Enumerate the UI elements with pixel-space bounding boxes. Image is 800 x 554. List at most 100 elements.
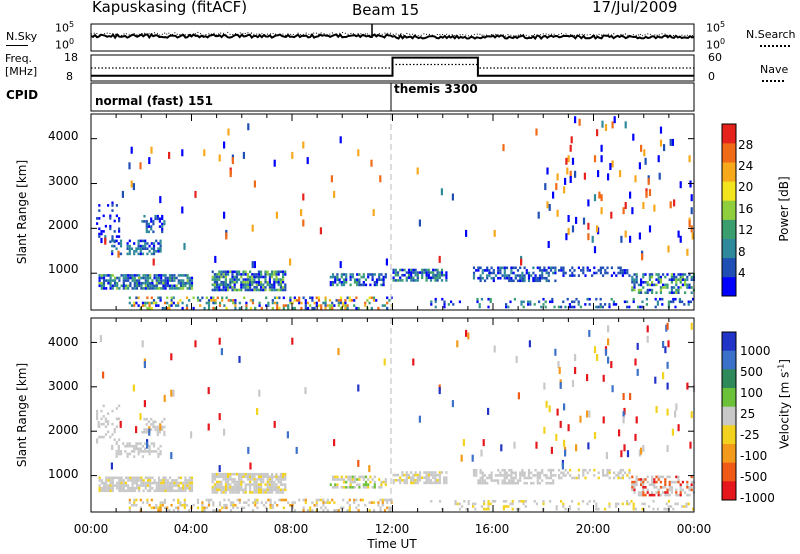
power-cell	[382, 278, 385, 281]
velocity-cell	[524, 505, 527, 508]
power-cell	[497, 269, 500, 272]
velocity-cell	[262, 503, 266, 507]
power-cell	[633, 286, 636, 289]
velocity-cell	[497, 474, 500, 477]
power-cell	[151, 284, 154, 288]
power-cell	[587, 233, 590, 241]
power-cell	[124, 287, 128, 290]
power-cell	[315, 296, 318, 300]
velocity-cell	[98, 479, 101, 482]
power-cell	[213, 275, 216, 279]
velocity-cell	[510, 474, 513, 477]
velocity-cell	[160, 481, 163, 485]
power-cell	[149, 287, 152, 290]
velocity-cell	[223, 498, 226, 502]
velocity-cell	[273, 480, 276, 484]
velocity-cell	[628, 476, 631, 480]
power-cell	[567, 155, 570, 163]
xaxis-label: Time UT	[367, 537, 417, 551]
velocity-cell	[255, 472, 258, 476]
power-cell	[432, 271, 435, 274]
velocity-cell	[458, 502, 461, 506]
velocity-cell	[171, 479, 174, 482]
power-cell	[251, 261, 254, 269]
velocity-cell	[153, 481, 156, 485]
power-cell	[519, 266, 522, 270]
velocity-cell	[184, 486, 187, 490]
power-cell	[102, 279, 106, 282]
velocity-cell	[412, 473, 415, 477]
velocity-cell	[443, 476, 446, 479]
power-cell	[629, 191, 632, 199]
velocity-cell	[238, 485, 241, 489]
velocity-cell	[293, 509, 296, 512]
power-cell	[220, 283, 223, 287]
power-cell	[505, 274, 509, 277]
velocity-cell	[124, 444, 127, 448]
velocity-cell	[652, 500, 655, 503]
power-cell	[340, 273, 343, 276]
power-cell	[600, 155, 603, 163]
power-cell	[211, 270, 214, 274]
velocity-cbar-label: Velocity [m s-1]	[776, 359, 792, 449]
power-cell	[233, 288, 236, 292]
power-cell	[380, 273, 383, 276]
velocity-cell	[630, 500, 633, 503]
power-cell	[255, 286, 258, 289]
velocity-cell	[155, 486, 158, 490]
power-cell	[262, 283, 265, 287]
power-cell	[147, 230, 150, 234]
velocity-cell	[427, 479, 430, 482]
velocity-cell	[569, 468, 572, 472]
power-cell	[677, 288, 680, 292]
power-cell	[508, 276, 511, 280]
power-cell	[148, 304, 151, 307]
velocity-cell	[277, 475, 280, 479]
velocity-cell	[427, 473, 430, 477]
velocity-cell	[675, 403, 678, 411]
velocity-cbar-swatch	[722, 406, 736, 426]
velocity-cell	[279, 480, 282, 484]
power-cell	[607, 173, 610, 181]
power-cell	[111, 252, 114, 256]
power-cell	[554, 279, 557, 283]
velocity-cell	[104, 425, 107, 428]
velocity-cell	[677, 480, 680, 484]
power-cell	[157, 276, 161, 280]
velocity-cell	[642, 491, 645, 494]
power-cell	[111, 209, 114, 212]
power-cell	[651, 273, 654, 276]
velocity-cell	[213, 485, 216, 489]
velocity-cell	[282, 488, 285, 492]
power-cell	[320, 306, 323, 310]
power-cell	[488, 271, 491, 275]
power-cell	[629, 235, 632, 243]
power-cell	[646, 281, 649, 284]
velocity-cell	[227, 485, 230, 489]
power-cell	[146, 242, 149, 245]
velocity-cell	[268, 491, 271, 494]
power-cell	[364, 278, 368, 281]
velocity-cell	[107, 430, 110, 434]
velocity-cell	[414, 479, 417, 482]
power-cell	[677, 286, 680, 289]
power-cell	[669, 201, 672, 209]
power-cell	[145, 222, 148, 226]
velocity-cell	[213, 483, 216, 486]
velocity-cell	[681, 480, 684, 484]
power-cell	[394, 271, 397, 274]
power-cell	[499, 269, 502, 272]
velocity-cell	[480, 449, 483, 457]
power-cell	[144, 287, 147, 290]
velocity-cell	[147, 420, 150, 424]
power-cell	[161, 214, 164, 218]
power-cell	[447, 303, 450, 306]
velocity-cell	[443, 481, 446, 485]
velocity-cell	[637, 478, 640, 481]
power-cell	[244, 286, 247, 289]
velocity-cell	[472, 468, 476, 472]
velocity-cell	[166, 479, 169, 482]
velocity-ytick-3000: 3000	[48, 379, 79, 393]
velocity-cell	[582, 474, 585, 477]
velocity-cell	[676, 502, 679, 506]
